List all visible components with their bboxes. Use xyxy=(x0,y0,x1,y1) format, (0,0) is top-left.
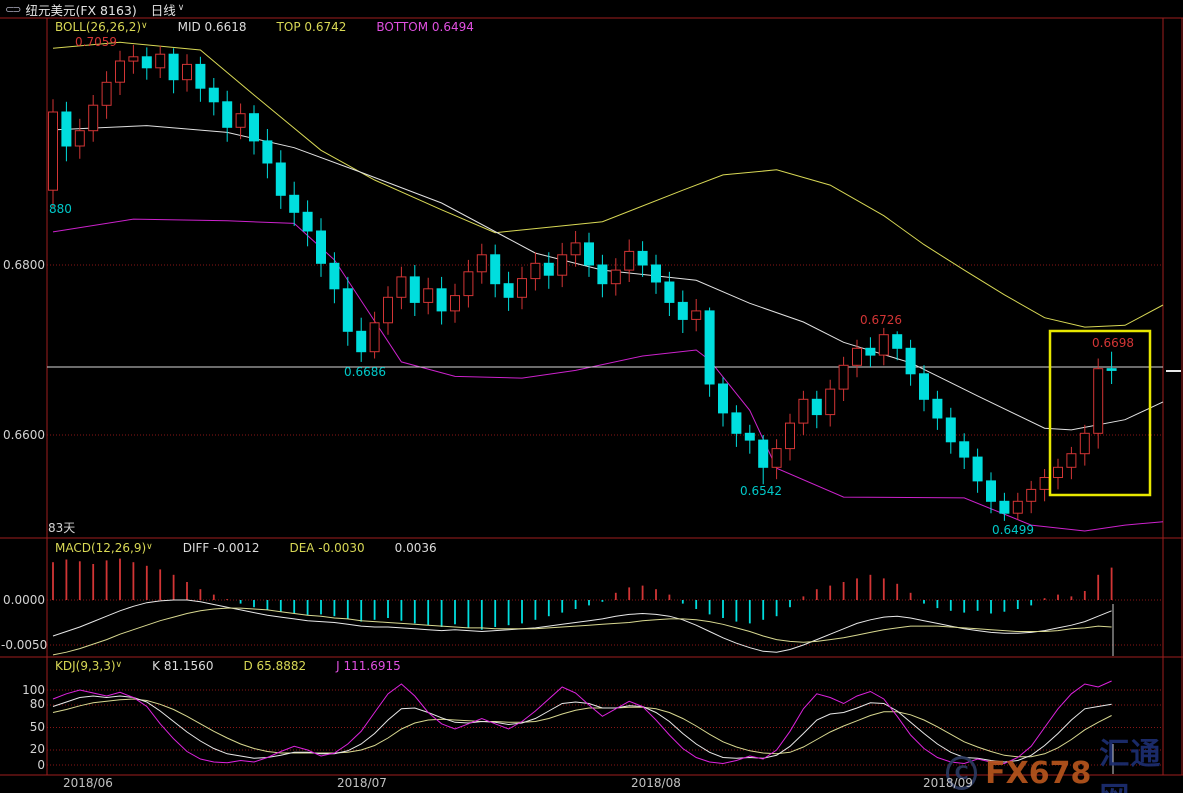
kdj-d-value: D 65.8882 xyxy=(243,659,307,673)
title-bar: ⊂⊃ 纽元美元(FX 8163) 日线 ∨ xyxy=(0,0,1183,18)
kdj-j-value: J 111.6915 xyxy=(336,659,401,673)
price-label: 0.6686 xyxy=(344,365,386,379)
kdj-k-value: K 81.1560 xyxy=(152,659,214,673)
kdj-axis-tick: 50 xyxy=(29,720,45,734)
macd-indicator-row: MACD(12,26,9) ∨ DIFF -0.0012 DEA -0.0030 … xyxy=(55,541,467,555)
price-label: 0.6726 xyxy=(860,313,902,327)
price-axis-tick: 0.6800 xyxy=(3,258,45,272)
price-label: 0.7059 xyxy=(75,35,117,49)
price-label: 0.6698 xyxy=(1092,336,1134,350)
watermark: C FX678 汇通网 xyxy=(946,729,1183,793)
macd-diff-value: DIFF -0.0012 xyxy=(182,541,260,555)
window-collapse-icon[interactable]: ⊂⊃ xyxy=(5,2,22,16)
time-axis-tick: 2018/07 xyxy=(337,776,387,790)
macd-axis-tick: -0.0050 xyxy=(1,638,48,652)
copyright-icon: C xyxy=(946,756,978,790)
kdj-label[interactable]: KDJ(9,3,3) xyxy=(55,659,116,673)
price-label: 0.6499 xyxy=(992,523,1034,537)
watermark-site: 汇通网 xyxy=(1099,737,1162,793)
kdj-axis-tick: 80 xyxy=(29,697,45,711)
watermark-brand: FX678 xyxy=(985,755,1092,791)
price-label: 0.6542 xyxy=(740,484,782,498)
day-count-label: 83天 xyxy=(48,521,76,535)
boll-label[interactable]: BOLL(26,26,2) xyxy=(55,20,142,34)
chevron-down-icon[interactable]: ∨ xyxy=(141,21,148,31)
chevron-down-icon[interactable]: ∨ xyxy=(146,542,153,552)
price-axis-tick: 0.6600 xyxy=(3,428,45,442)
symbol-title: 纽元美元(FX 8163) xyxy=(25,2,137,18)
macd-hist-value: 0.0036 xyxy=(394,541,437,555)
macd-label[interactable]: MACD(12,26,9) xyxy=(55,541,147,555)
boll-mid-value: MID 0.6618 xyxy=(177,20,247,34)
kdj-axis-tick: 0 xyxy=(37,758,45,772)
chevron-down-icon[interactable]: ∨ xyxy=(115,660,123,670)
macd-dea-value: DEA -0.0030 xyxy=(289,541,365,555)
time-axis-tick: 2018/06 xyxy=(63,776,113,790)
price-label: 880 xyxy=(49,202,72,216)
period-selector[interactable]: 日线 xyxy=(150,2,176,18)
boll-indicator-row: BOLL(26,26,2) ∨ MID 0.6618 TOP 0.6742 BOT… xyxy=(55,20,504,34)
chevron-down-icon[interactable]: ∨ xyxy=(177,3,185,13)
boll-top-value: TOP 0.6742 xyxy=(276,20,347,34)
kdj-indicator-row: KDJ(9,3,3) ∨ K 81.1560 D 65.8882 J 111.69… xyxy=(55,659,431,673)
macd-axis-tick: 0.0000 xyxy=(3,593,45,607)
boll-bottom-value: BOTTOM 0.6494 xyxy=(376,20,474,34)
time-axis-tick: 2018/09 xyxy=(923,776,973,790)
kdj-axis-tick: 20 xyxy=(29,742,45,756)
time-axis-tick: 2018/08 xyxy=(631,776,681,790)
kdj-axis-tick: 100 xyxy=(22,683,45,697)
